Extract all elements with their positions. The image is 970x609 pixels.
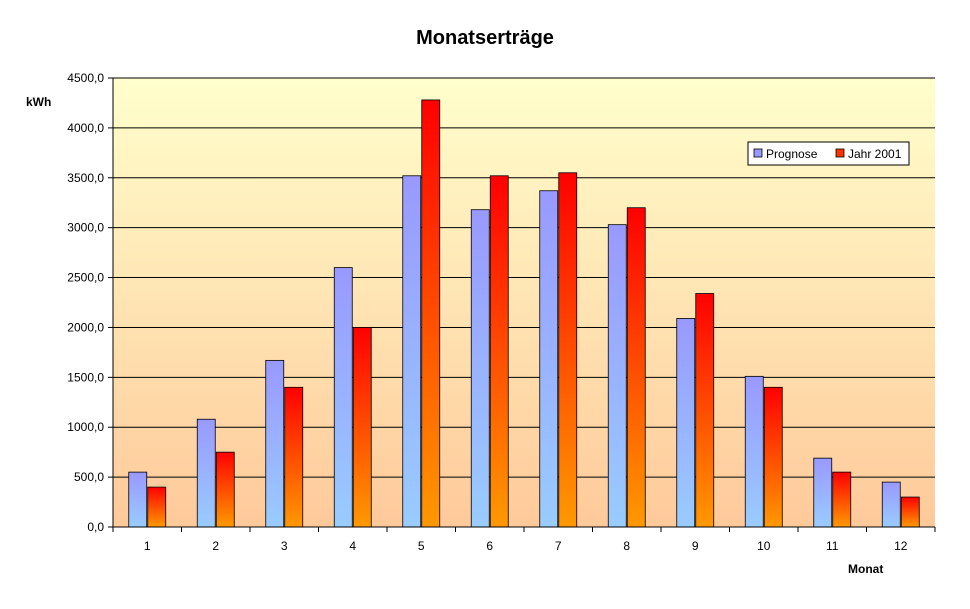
bar-prognose xyxy=(813,457,833,528)
y-tick-label: 2500,0 xyxy=(67,271,104,285)
x-tick-label: 11 xyxy=(826,539,839,553)
y-tick-label: 4500,0 xyxy=(67,71,104,85)
legend-swatch-jahr-2001 xyxy=(835,148,845,158)
y-tick-label: 3500,0 xyxy=(67,171,104,185)
y-tick-label: 2000,0 xyxy=(67,320,104,334)
x-tick-label: 10 xyxy=(757,539,771,553)
bar-prognose xyxy=(265,359,285,528)
x-tick-label: 7 xyxy=(555,539,562,553)
bar-prognose xyxy=(881,481,901,528)
chart-title: Monatserträge xyxy=(416,27,554,49)
bar-jahr-2001 xyxy=(900,496,920,528)
legend-label-prognose: Prognose xyxy=(766,147,818,161)
y-tick-label: 1500,0 xyxy=(67,370,104,384)
bar-jahr-2001 xyxy=(558,172,578,528)
y-axis-title: kWh xyxy=(26,95,51,109)
bar-jahr-2001 xyxy=(215,451,235,528)
x-tick-label: 4 xyxy=(349,539,356,553)
bar-prognose xyxy=(470,209,490,528)
legend-box xyxy=(747,141,910,166)
axes: 0,0500,01000,01500,02000,02500,03000,035… xyxy=(67,71,936,553)
bar-series xyxy=(128,99,920,528)
bar-prognose xyxy=(196,418,216,528)
bar-jahr-2001 xyxy=(147,486,167,528)
legend: Prognose Jahr 2001 xyxy=(747,141,910,166)
gridlines xyxy=(113,77,935,478)
bar-jahr-2001 xyxy=(284,386,304,528)
bar-prognose xyxy=(539,190,559,528)
x-tick-label: 8 xyxy=(623,539,630,553)
bar-prognose xyxy=(676,318,696,528)
bar-prognose xyxy=(744,375,764,528)
x-tick-label: 6 xyxy=(486,539,493,553)
x-axis-title: Monat xyxy=(848,562,883,576)
x-tick-label: 5 xyxy=(418,539,425,553)
legend-label-jahr-2001: Jahr 2001 xyxy=(848,147,902,161)
legend-swatch-prognose xyxy=(753,148,763,158)
bar-prognose xyxy=(333,267,353,528)
bar-jahr-2001 xyxy=(352,327,372,528)
bar-jahr-2001 xyxy=(421,99,441,528)
bar-prognose xyxy=(607,224,627,528)
x-tick-label: 1 xyxy=(144,539,151,553)
x-tick-label: 3 xyxy=(281,539,288,553)
y-tick-label: 500,0 xyxy=(74,470,104,484)
bar-jahr-2001 xyxy=(489,175,509,528)
y-tick-label: 0,0 xyxy=(87,520,104,534)
bar-jahr-2001 xyxy=(763,386,783,528)
x-tick-label: 12 xyxy=(894,539,908,553)
bar-prognose xyxy=(402,175,422,528)
bar-jahr-2001 xyxy=(626,207,646,528)
y-tick-label: 3000,0 xyxy=(67,221,104,235)
bar-jahr-2001 xyxy=(832,471,852,528)
x-tick-label: 9 xyxy=(692,539,699,553)
bar-jahr-2001 xyxy=(695,293,715,528)
y-tick-label: 4000,0 xyxy=(67,121,104,135)
bar-prognose xyxy=(128,471,148,528)
x-tick-label: 2 xyxy=(212,539,219,553)
y-tick-label: 1000,0 xyxy=(67,420,104,434)
